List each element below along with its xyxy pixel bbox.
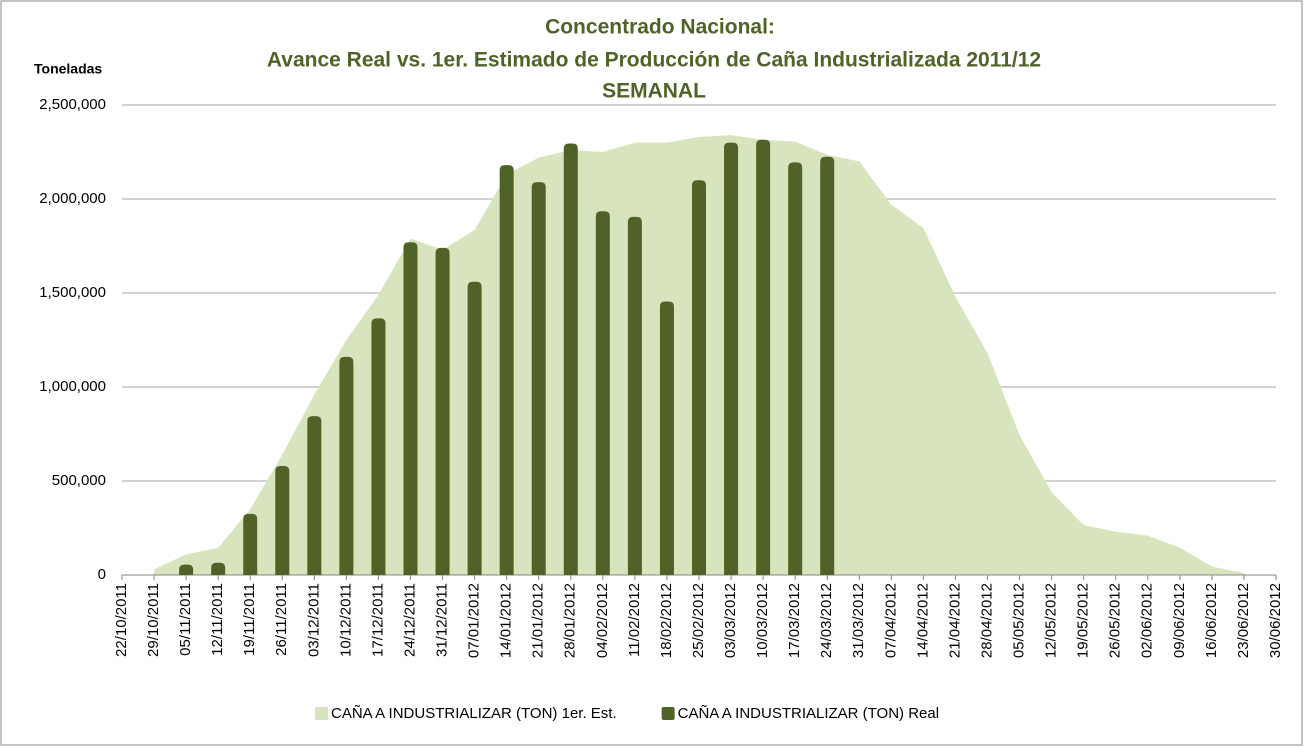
bar	[211, 562, 226, 575]
bar	[627, 216, 642, 576]
bar	[307, 416, 322, 575]
x-tick-label: 16/06/2012	[1203, 583, 1220, 658]
x-tick-label: 23/06/2012	[1235, 583, 1252, 658]
bar	[756, 139, 771, 575]
x-tick-label: 28/01/2012	[562, 583, 579, 658]
bar	[275, 465, 290, 575]
x-tick-label: 09/06/2012	[1171, 583, 1188, 658]
x-tick-label: 03/12/2011	[305, 583, 322, 657]
x-tick-label: 02/06/2012	[1139, 583, 1156, 658]
x-tick-label: 24/12/2011	[401, 583, 418, 657]
bar	[692, 180, 706, 575]
x-tick-label: 07/01/2012	[466, 583, 483, 658]
x-tick-label: 25/02/2012	[690, 583, 707, 658]
x-tick-label: 04/02/2012	[594, 583, 611, 658]
x-tick-label: 31/12/2011	[434, 583, 451, 657]
x-tick-label: 11/02/2012	[626, 583, 643, 657]
bar	[435, 247, 450, 575]
x-tick-label: 12/11/2011	[209, 583, 226, 656]
x-tick-label: 26/05/2012	[1107, 583, 1124, 658]
chart-title: Concentrado Nacional:	[545, 16, 775, 39]
y-tick-label: 1,000,000	[39, 378, 106, 395]
chart-subtitle: Avance Real vs. 1er. Estimado de Producc…	[267, 49, 1041, 72]
x-tick-label: 14/01/2012	[498, 583, 515, 658]
x-tick-label: 21/01/2012	[530, 583, 547, 658]
bar	[563, 143, 578, 576]
bar	[724, 142, 739, 575]
y-axis-label: Toneladas	[34, 61, 102, 77]
y-tick-label: 2,000,000	[39, 190, 106, 207]
legend-swatch	[315, 707, 328, 720]
bar	[499, 165, 514, 575]
bar	[403, 242, 418, 576]
x-tick-label: 14/04/2012	[914, 583, 931, 658]
bar	[820, 156, 835, 575]
x-tick-label: 12/05/2012	[1043, 583, 1060, 658]
x-tick-label: 21/04/2012	[946, 583, 963, 658]
bar	[339, 356, 354, 575]
x-tick-label: 31/03/2012	[850, 583, 867, 658]
bar	[371, 318, 386, 575]
x-tick-label: 24/03/2012	[818, 583, 835, 658]
x-tick-label: 17/12/2011	[369, 583, 386, 657]
chart-subtitle: SEMANAL	[602, 80, 706, 103]
bar	[179, 564, 194, 575]
y-tick-label: 500,000	[52, 472, 106, 489]
x-tick-label: 26/11/2011	[273, 583, 290, 656]
x-tick-label: 17/03/2012	[786, 583, 803, 658]
bar	[243, 513, 258, 575]
x-tick-label: 03/03/2012	[722, 583, 739, 658]
y-tick-label: 2,500,000	[39, 96, 106, 113]
bar	[467, 281, 482, 575]
x-tick-label: 29/10/2011	[145, 583, 162, 657]
bar	[531, 182, 546, 575]
legend-label: CAÑA A INDUSTRIALIZAR (TON) 1er. Est.	[331, 705, 617, 722]
y-tick-label: 1,500,000	[39, 284, 106, 301]
legend-label: CAÑA A INDUSTRIALIZAR (TON) Real	[678, 705, 939, 722]
bar	[659, 301, 674, 575]
bar	[788, 162, 803, 575]
x-tick-label: 28/04/2012	[978, 583, 995, 658]
x-tick-label: 19/05/2012	[1075, 583, 1092, 658]
x-tick-label: 30/06/2012	[1267, 583, 1284, 658]
x-tick-label: 07/04/2012	[882, 583, 899, 658]
legend-swatch	[661, 707, 675, 720]
x-tick-label: 05/05/2012	[1011, 583, 1028, 658]
x-tick-label: 10/03/2012	[754, 583, 771, 658]
x-tick-label: 18/02/2012	[658, 583, 675, 658]
bar	[595, 211, 610, 575]
x-tick-label: 05/11/2011	[177, 583, 194, 656]
x-tick-label: 19/11/2011	[241, 583, 258, 656]
y-tick-label: 0	[98, 566, 106, 583]
x-tick-label: 22/10/2011	[113, 583, 130, 657]
x-tick-label: 10/12/2011	[337, 583, 354, 657]
